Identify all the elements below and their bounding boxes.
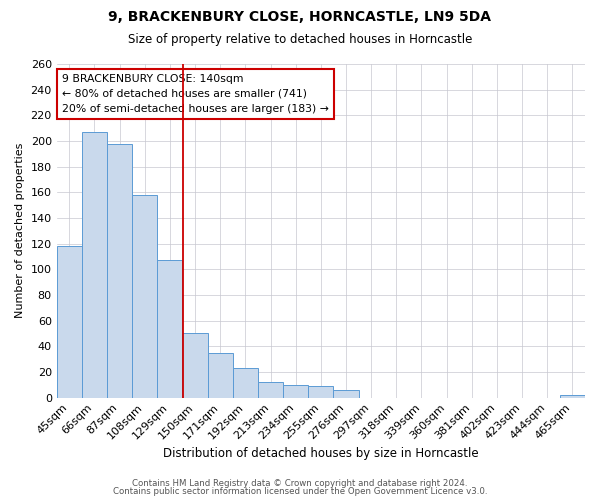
Bar [334, 390, 359, 398]
Bar [208, 352, 233, 398]
X-axis label: Distribution of detached houses by size in Horncastle: Distribution of detached houses by size … [163, 447, 479, 460]
Y-axis label: Number of detached properties: Number of detached properties [15, 143, 25, 318]
Bar [107, 144, 132, 398]
Bar [82, 132, 107, 398]
Bar [560, 395, 585, 398]
Bar [182, 334, 208, 398]
Bar [233, 368, 258, 398]
Bar [308, 386, 334, 398]
Text: Size of property relative to detached houses in Horncastle: Size of property relative to detached ho… [128, 32, 472, 46]
Text: 9, BRACKENBURY CLOSE, HORNCASTLE, LN9 5DA: 9, BRACKENBURY CLOSE, HORNCASTLE, LN9 5D… [109, 10, 491, 24]
Bar [56, 246, 82, 398]
Bar [132, 195, 157, 398]
Text: Contains public sector information licensed under the Open Government Licence v3: Contains public sector information licen… [113, 487, 487, 496]
Bar [258, 382, 283, 398]
Text: 9 BRACKENBURY CLOSE: 140sqm
← 80% of detached houses are smaller (741)
20% of se: 9 BRACKENBURY CLOSE: 140sqm ← 80% of det… [62, 74, 329, 114]
Bar [157, 260, 182, 398]
Bar [283, 385, 308, 398]
Text: Contains HM Land Registry data © Crown copyright and database right 2024.: Contains HM Land Registry data © Crown c… [132, 478, 468, 488]
